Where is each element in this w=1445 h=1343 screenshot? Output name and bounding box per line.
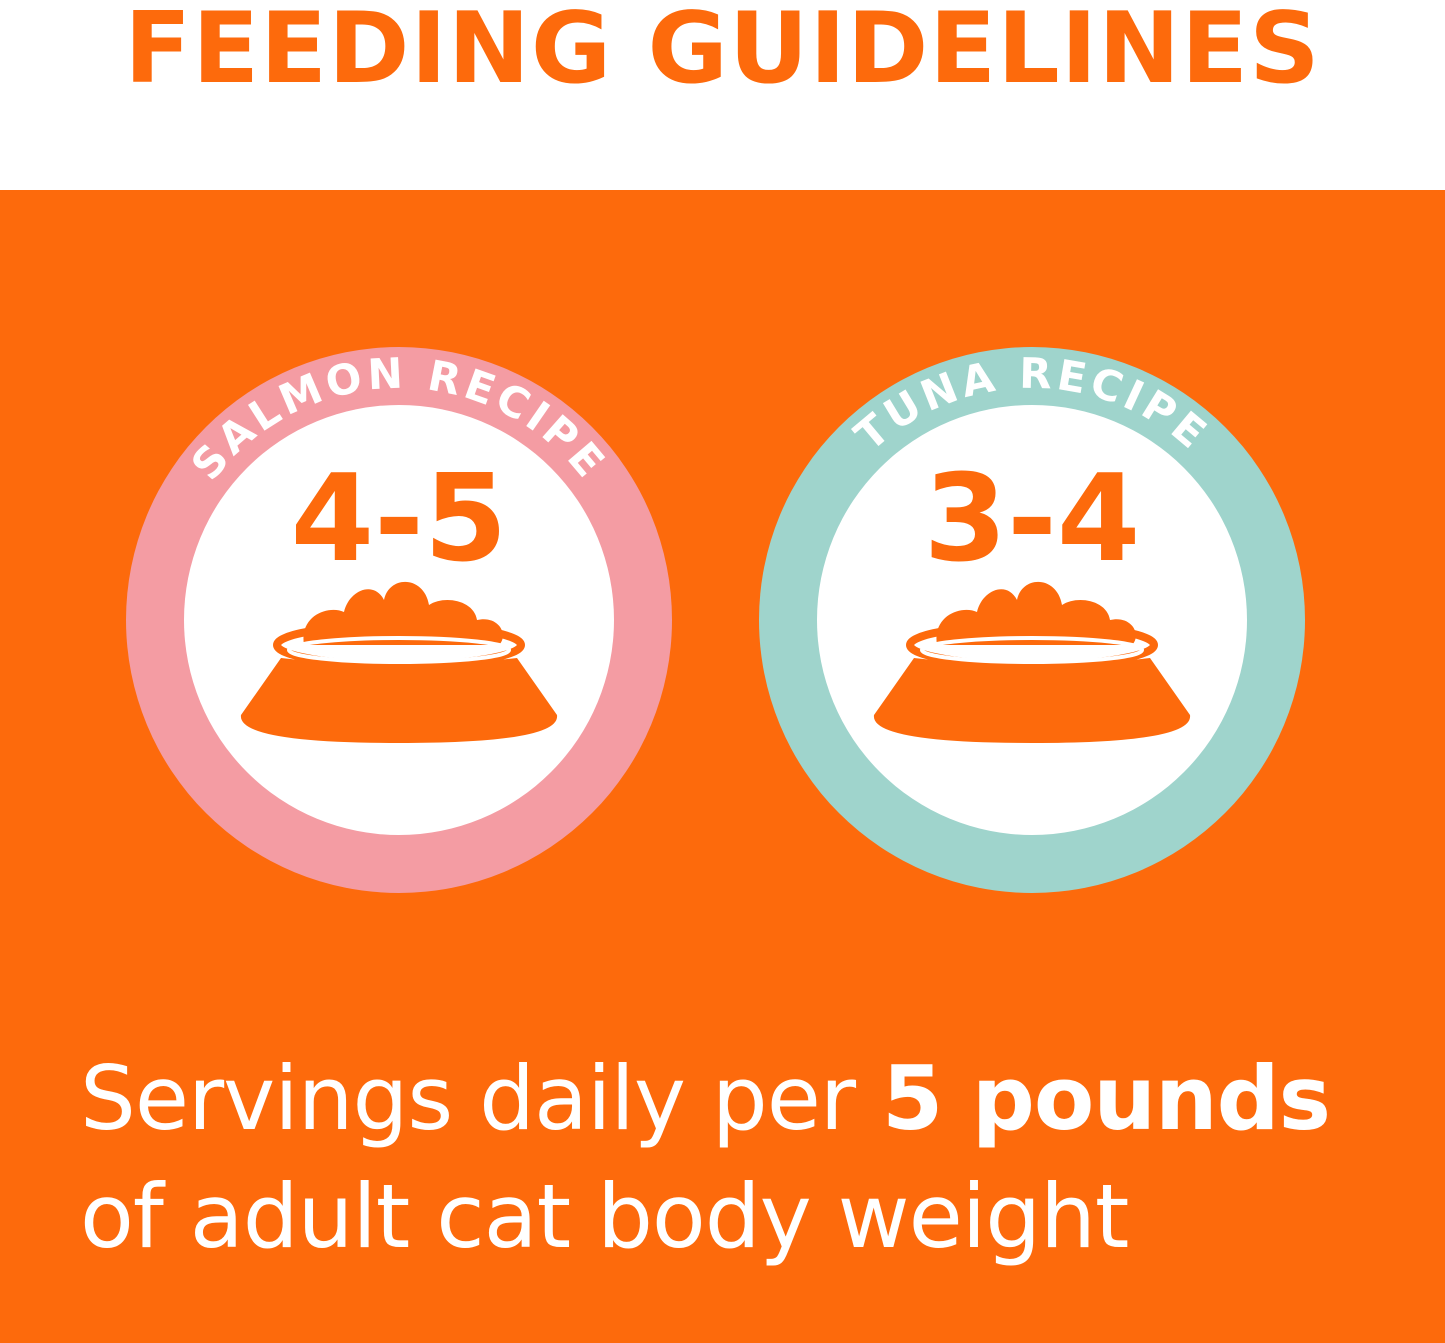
servings-value: 4-5 bbox=[291, 450, 508, 589]
caption-line-1: Servings daily per 5 pounds bbox=[80, 1040, 1331, 1158]
header: FEEDING GUIDELINES bbox=[0, 0, 1445, 190]
food-bowl-icon bbox=[873, 581, 1191, 743]
caption-line-2: of adult cat body weight bbox=[80, 1165, 1129, 1268]
food-bowl-icon bbox=[240, 581, 558, 743]
salmon-recipe-badge: SALMON RECIPE 4-5 bbox=[126, 347, 672, 893]
tuna-recipe-badge: TUNA RECIPE 3-4 bbox=[759, 347, 1305, 893]
caption-text: Servings daily per bbox=[80, 1047, 883, 1150]
serving-caption: Servings daily per 5 pounds of adult cat… bbox=[80, 1040, 1331, 1276]
caption-emphasis: 5 pounds bbox=[882, 1047, 1331, 1150]
servings-value: 3-4 bbox=[924, 450, 1141, 589]
page-title: FEEDING GUIDELINES bbox=[124, 0, 1321, 106]
